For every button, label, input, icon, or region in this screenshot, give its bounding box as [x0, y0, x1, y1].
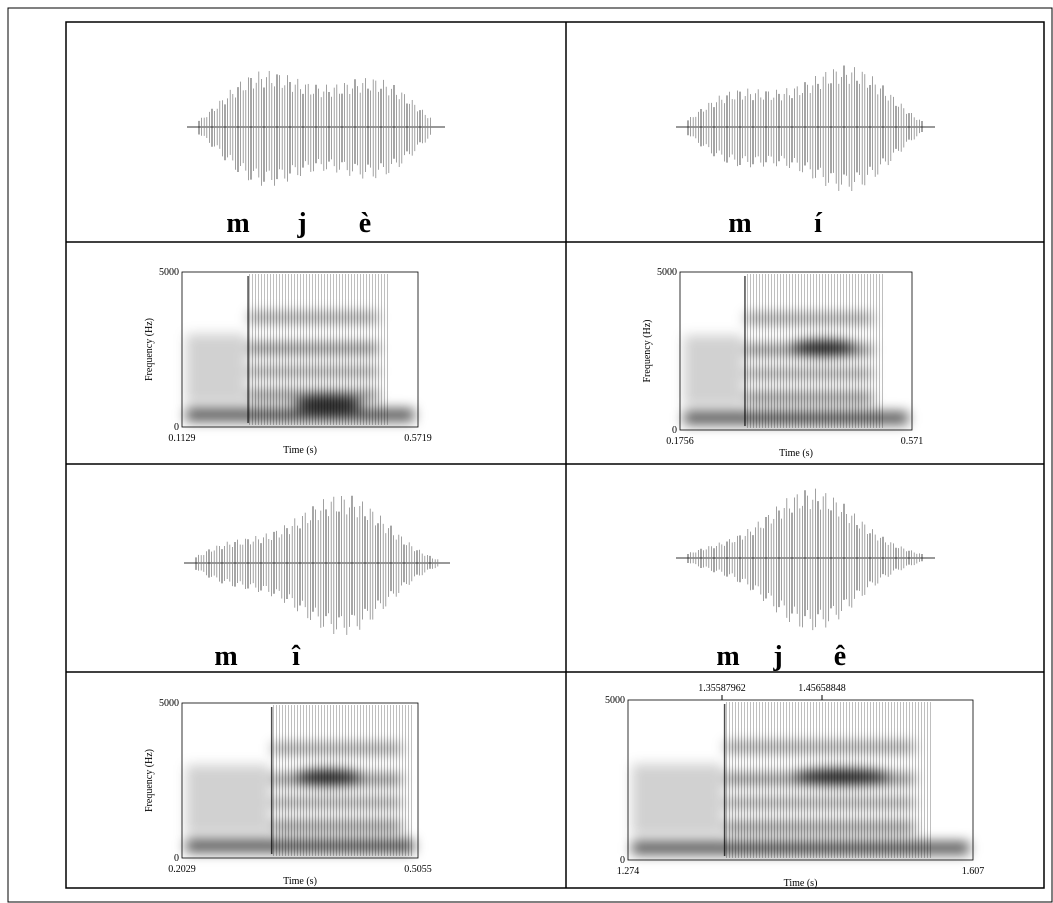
y-min-label: 0 [672, 425, 677, 436]
x-min-label: 0.1129 [168, 433, 195, 444]
spectrogram: 5000 00.1129 0.5719 Time (s) Frequency (Hz) [144, 267, 432, 456]
x-min-label: 1.274 [617, 866, 640, 877]
segment-label: m [226, 208, 249, 239]
segment-label: m [716, 641, 739, 672]
segment-label: m [728, 208, 751, 239]
segment-label: è [359, 208, 371, 239]
spectrogram: 5000 01.274 1.607 Time (s) 1.35587962 1.45658… [605, 683, 984, 889]
segment-label: ê [834, 641, 846, 672]
x-axis-label: Time (s) [784, 878, 818, 889]
y-axis-label: Frequency (Hz) [642, 319, 653, 382]
x-max-label: 1.607 [962, 866, 985, 877]
x-min-label: 0.1756 [666, 436, 694, 447]
energy-band [186, 765, 270, 835]
marker-label: 1.45658848 [798, 683, 846, 694]
marker-label: 1.35587962 [698, 683, 746, 694]
stripes [724, 702, 932, 858]
energy-band [684, 335, 743, 407]
y-max-label: 5000 [657, 267, 677, 278]
segment-label: m [214, 641, 237, 672]
x-axis-label: Time (s) [779, 448, 813, 459]
stripes [248, 274, 390, 425]
segment-label: î [291, 641, 301, 672]
stripes [744, 274, 885, 428]
y-min-label: 0 [174, 853, 179, 864]
segment-label: í [814, 208, 823, 239]
y-axis-label: Frequency (Hz) [144, 749, 155, 812]
x-max-label: 0.571 [901, 436, 924, 447]
spectrogram: 5000 00.1756 0.571 Time (s) Frequency (Hz) [642, 267, 923, 459]
segment-label: j [772, 641, 782, 672]
y-min-label: 0 [620, 855, 625, 866]
y-max-label: 5000 [605, 695, 625, 706]
energy-band [186, 334, 247, 404]
spectrogram: 5000 00.2029 0.5055 Time (s) Frequency (Hz) [144, 698, 432, 887]
x-axis-label: Time (s) [283, 445, 317, 456]
x-max-label: 0.5055 [404, 864, 432, 875]
y-min-label: 0 [174, 422, 179, 433]
x-axis-label: Time (s) [283, 876, 317, 887]
y-axis-label: Frequency (Hz) [144, 318, 155, 381]
figure-table [65, 21, 1045, 889]
page-frame [7, 7, 1053, 903]
x-max-label: 0.5719 [404, 433, 432, 444]
y-max-label: 5000 [159, 267, 179, 278]
y-max-label: 5000 [159, 698, 179, 709]
x-min-label: 0.2029 [168, 864, 196, 875]
energy-band [632, 764, 723, 836]
segment-label: j [296, 208, 306, 239]
stripes [271, 705, 414, 856]
